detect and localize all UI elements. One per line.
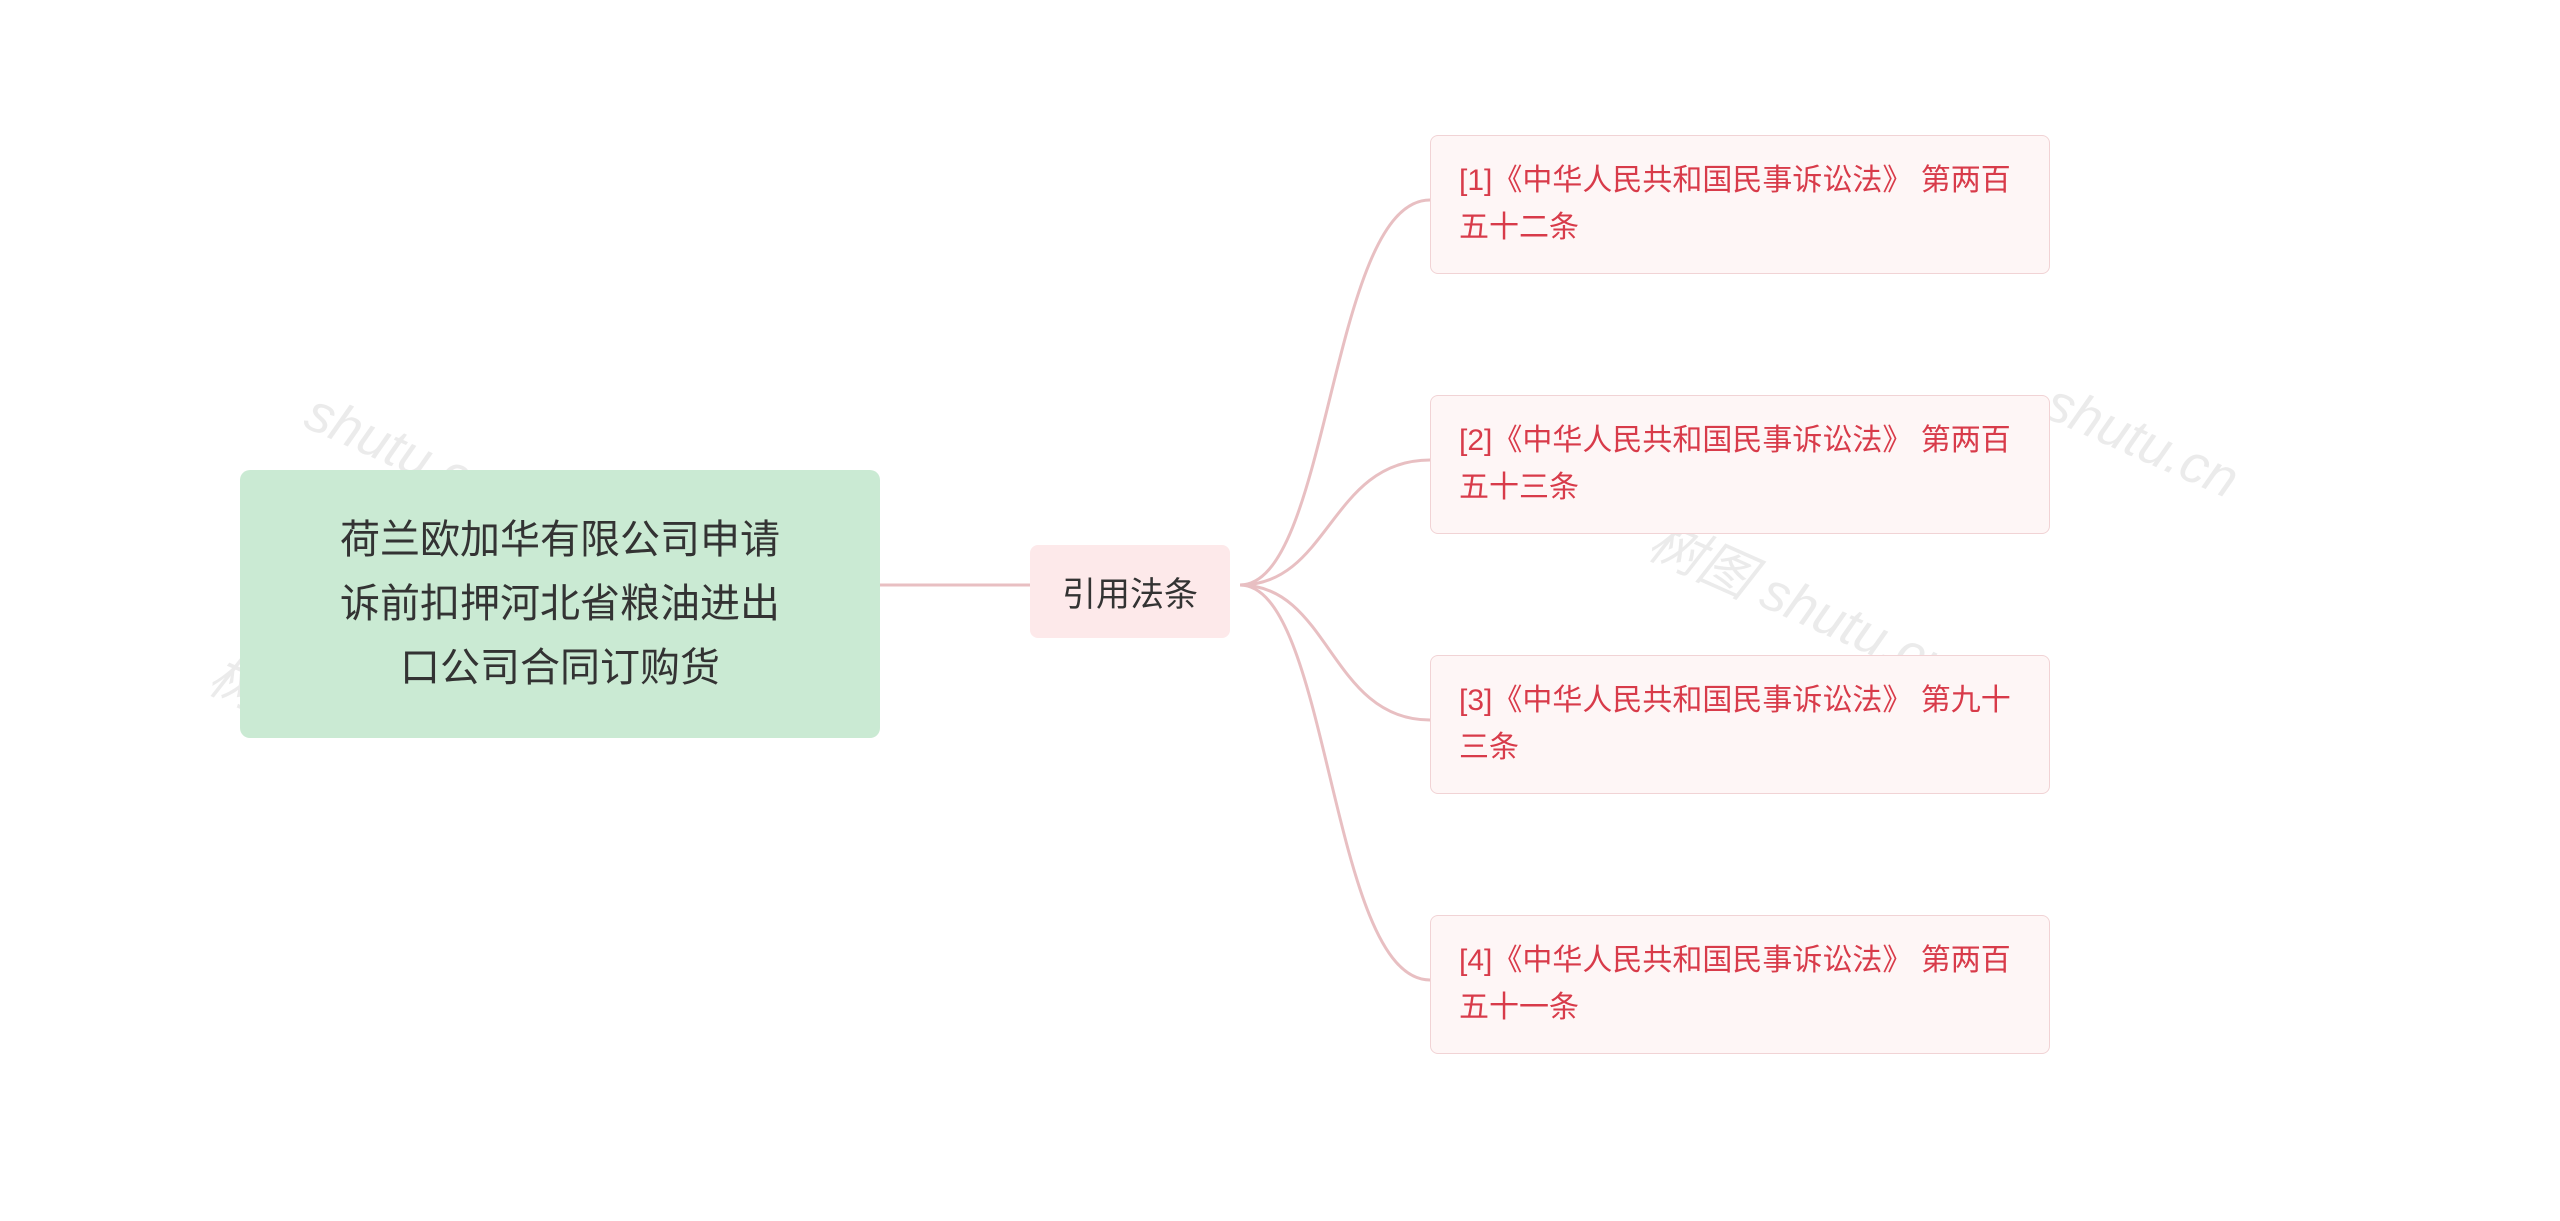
leaf-node-text: [3]《中华人民共和国民事诉讼法》 第九十三条 <box>1459 684 2011 764</box>
edge-mid-leaf-2 <box>1240 585 1430 720</box>
leaf-node-0[interactable]: [1]《中华人民共和国民事诉讼法》 第两百五十二条 <box>1430 135 2050 274</box>
watermark: shutu.cn <box>2036 371 2248 511</box>
root-node[interactable]: 荷兰欧加华有限公司申请诉前扣押河北省粮油进出口公司合同订购货 <box>240 470 880 738</box>
edge-mid-leaf-0 <box>1240 200 1430 585</box>
leaf-node-3[interactable]: [4]《中华人民共和国民事诉讼法》 第两百五十一条 <box>1430 915 2050 1054</box>
mid-node[interactable]: 引用法条 <box>1030 545 1230 638</box>
leaf-node-text: [4]《中华人民共和国民事诉讼法》 第两百五十一条 <box>1459 944 2011 1024</box>
leaf-node-2[interactable]: [3]《中华人民共和国民事诉讼法》 第九十三条 <box>1430 655 2050 794</box>
leaf-node-text: [1]《中华人民共和国民事诉讼法》 第两百五十二条 <box>1459 164 2011 244</box>
leaf-node-text: [2]《中华人民共和国民事诉讼法》 第两百五十三条 <box>1459 424 2011 504</box>
mindmap-canvas: shutu.cn 树图 树图 shutu.cn shutu.cn 荷兰欧加华有限… <box>0 0 2560 1221</box>
mid-node-text: 引用法条 <box>1062 576 1198 614</box>
edge-mid-leaf-1 <box>1240 460 1430 585</box>
root-node-text: 荷兰欧加华有限公司申请诉前扣押河北省粮油进出口公司合同订购货 <box>340 518 780 690</box>
leaf-node-1[interactable]: [2]《中华人民共和国民事诉讼法》 第两百五十三条 <box>1430 395 2050 534</box>
edge-mid-leaf-3 <box>1240 585 1430 980</box>
